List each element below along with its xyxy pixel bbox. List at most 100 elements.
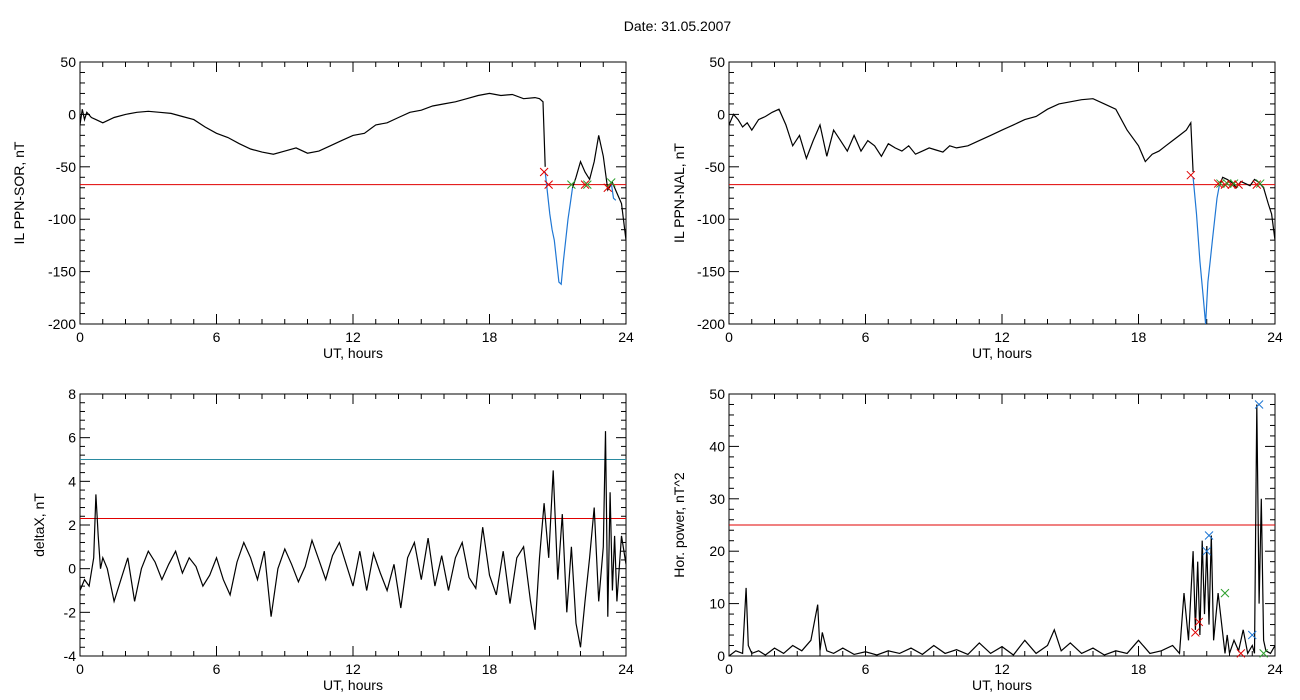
x-marker: [1202, 546, 1212, 556]
x-marker-stroke: [1216, 179, 1225, 188]
x-marker-stroke: [1222, 179, 1232, 188]
y-axis-label: Hor. power, nT^2: [671, 472, 687, 578]
y-tick-label: 50: [709, 386, 725, 402]
y-tick-label: 30: [709, 491, 725, 507]
x-marker-stroke: [1247, 630, 1257, 640]
y-tick-label: 0: [68, 561, 76, 577]
x-marker-stroke: [582, 180, 592, 189]
y-axis-label: IL PPN-NAL, nT: [671, 143, 687, 243]
x-marker: [1234, 180, 1243, 189]
x-marker: [1252, 180, 1262, 189]
x-marker: [603, 183, 613, 193]
x-marker: [1255, 179, 1265, 188]
x-marker-stroke: [1227, 180, 1237, 189]
x-axis-label: UT, hours: [323, 345, 383, 361]
y-tick-label: -100: [697, 211, 725, 227]
x-marker: [1247, 630, 1257, 640]
x-tick-label: 18: [1131, 661, 1147, 677]
x-tick-label: 24: [618, 329, 634, 345]
x-axis-label: UT, hours: [972, 677, 1032, 693]
x-tick-label: 12: [994, 661, 1010, 677]
y-tick-label: 50: [60, 54, 76, 70]
y-axis-label: IL PPN-SOR, nT: [11, 141, 27, 244]
plot-frame: [79, 393, 627, 657]
series-line: [571, 135, 626, 241]
x-tick-label: 6: [862, 661, 870, 677]
x-marker-stroke: [1202, 546, 1212, 556]
y-tick-label: -150: [48, 264, 76, 280]
y-tick-label: -200: [48, 316, 76, 332]
series-line: [1192, 177, 1220, 324]
y-tick-label: -4: [64, 648, 77, 664]
series-line: [80, 92, 546, 167]
series-line: [544, 171, 574, 286]
x-marker: [544, 180, 554, 189]
x-tick-label: 24: [1267, 329, 1283, 345]
x-marker-stroke: [1186, 170, 1196, 180]
x-tick-label: 0: [725, 329, 733, 345]
x-tick-label: 0: [76, 661, 84, 677]
y-tick-label: 40: [709, 438, 725, 454]
x-marker-stroke: [1220, 180, 1230, 189]
x-marker: [606, 178, 616, 187]
x-axis-label: UT, hours: [323, 677, 383, 693]
y-tick-label: 4: [68, 473, 76, 489]
x-marker-stroke: [1229, 179, 1239, 188]
x-marker: [539, 167, 549, 177]
x-marker-stroke: [567, 180, 576, 189]
x-marker: [1194, 617, 1204, 627]
x-marker-stroke: [1234, 180, 1243, 189]
y-tick-label: 20: [709, 543, 725, 559]
x-marker: [1259, 649, 1268, 658]
x-axis-label: UT, hours: [972, 345, 1032, 361]
x-marker-stroke: [1194, 617, 1204, 627]
y-axis-label: deltaX, nT: [31, 493, 47, 557]
x-marker: [1186, 170, 1196, 180]
y-tick-label: 0: [717, 106, 725, 122]
plot-frame: [79, 61, 627, 325]
x-marker-stroke: [1204, 531, 1214, 540]
y-tick-label: 2: [68, 517, 76, 533]
x-tick-label: 0: [725, 661, 733, 677]
y-tick-label: -50: [56, 159, 76, 175]
x-tick-label: 6: [862, 329, 870, 345]
panel-deltax: 0 6 12 18 24 8 6 4 2 0 -2 -4 UT, hours deltaX, nT: [31, 386, 634, 693]
y-tick-label: -150: [697, 264, 725, 280]
x-marker-stroke: [1254, 400, 1264, 409]
x-tick-label: 18: [482, 329, 498, 345]
y-tick-label: -200: [697, 316, 725, 332]
x-marker: [1220, 588, 1230, 598]
x-tick-label: 6: [213, 329, 221, 345]
y-tick-label: 6: [68, 430, 76, 446]
panel-hor-power: 0 6 12 18 24 50 40 30 20 10 0 UT, hours Hor. power, …: [671, 386, 1283, 693]
x-marker-stroke: [544, 180, 554, 189]
x-tick-label: 12: [345, 661, 361, 677]
x-tick-label: 0: [76, 329, 84, 345]
x-marker-stroke: [539, 167, 549, 177]
y-tick-label: -2: [64, 604, 77, 620]
y-tick-label: 8: [68, 386, 76, 402]
x-marker-stroke: [606, 178, 616, 187]
series-line: [729, 404, 1275, 656]
x-marker: [582, 180, 592, 189]
y-tick-label: 0: [68, 106, 76, 122]
y-tick-label: -100: [48, 211, 76, 227]
x-marker-stroke: [1191, 628, 1200, 637]
x-marker-stroke: [1255, 179, 1265, 188]
x-marker-stroke: [1259, 649, 1268, 658]
x-marker-stroke: [1220, 588, 1230, 598]
series-line: [610, 182, 617, 201]
plot-frame: [728, 61, 1276, 325]
x-marker-stroke: [1252, 180, 1262, 189]
x-tick-label: 24: [1267, 661, 1283, 677]
y-tick-label: 50: [709, 54, 725, 70]
series-line: [80, 431, 626, 648]
x-marker: [1236, 649, 1246, 658]
figure-title: Date: 31.05.2007: [623, 18, 732, 34]
x-marker-stroke: [580, 180, 590, 189]
panel-ppn-nal: 0 6 12 18 24 50 0 -50 -100 -150 -200 UT, hours IL PP…: [671, 54, 1283, 361]
series-line: [729, 98, 1194, 173]
series-line: [1218, 176, 1275, 241]
panel-ppn-sor: 0 6 12 18 24 50 0 -50 -100 -150 -200 UT, hours IL PP…: [11, 54, 634, 361]
